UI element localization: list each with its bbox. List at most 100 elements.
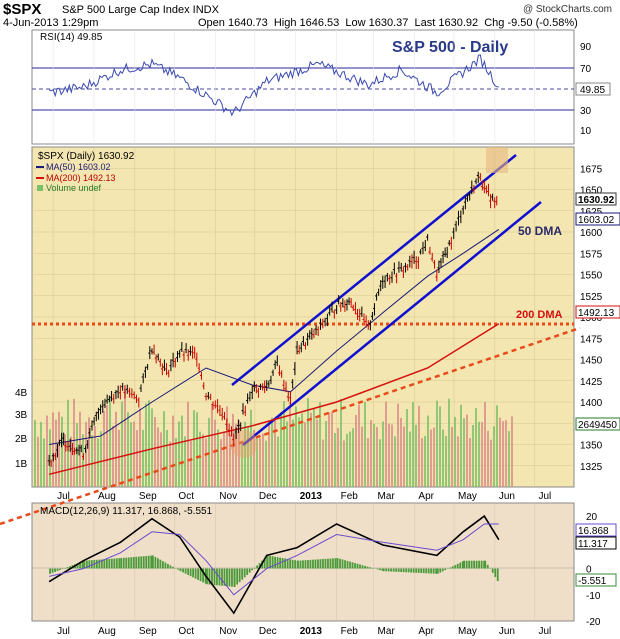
volume-bar [421,438,423,487]
volume-bar [403,426,405,487]
macd-histogram-bar [334,558,337,569]
month-label: Sep [139,491,157,502]
volume-bar [280,412,282,487]
volume-bar [301,413,303,487]
volume-bar [211,404,213,487]
macd-histogram-bar [184,568,187,574]
volume-bar [466,414,468,487]
macd-histogram-bar [324,558,327,569]
volume-bar [79,411,81,487]
volume-bar [112,425,114,487]
month-label: Mar [378,626,396,637]
macd-histogram-bar [417,568,420,573]
volume-bar [277,436,279,487]
macd-histogram-bar [356,563,359,569]
month-label: Jul [538,626,551,637]
macd-histogram-bar [349,561,351,569]
volume-bar [85,421,87,487]
macd-histogram-bar [164,562,167,569]
volume-bar [226,406,228,487]
macd-histogram-bar [162,561,164,569]
rsi-line [48,54,499,117]
macd-histogram-bar [76,563,79,569]
volume-bar [304,422,306,487]
macd-histogram-bar [108,558,111,569]
macd-histogram-bar [284,558,287,569]
volume-bar [214,419,216,487]
month-label: Feb [341,491,359,502]
volume-bar [160,432,162,487]
macd-histogram-bar [420,568,423,573]
volume-bar [292,419,294,487]
macd-histogram-bar [49,568,51,574]
macd-histogram-bar [258,563,261,569]
volume-bar [76,423,78,487]
price-legend-volume: Volume undef [46,183,102,193]
volume-bar [415,424,417,487]
macd-histogram-bar [103,559,106,569]
macd-histogram-bar [299,560,302,569]
volume-bar [424,435,426,487]
macd-histogram-bar [376,568,379,570]
macd-histogram-bar [427,568,430,574]
macd-histogram-bar [382,568,385,572]
volume-bar [241,441,243,487]
volume-bar [106,404,108,487]
volume-bar [484,402,486,487]
macd-histogram-bar [167,563,169,569]
macd-histogram-bar [132,557,135,569]
month-label: Nov [219,626,237,637]
volume-bar [181,415,183,487]
macd-histogram-bar [246,568,249,575]
volume-bar [259,438,261,487]
macd-histogram-bar [339,558,341,569]
volume-tick-label: 1B [15,459,28,470]
macd-histogram-bar [341,559,344,569]
macd-histogram-bar [484,560,487,569]
volume-bar [331,411,333,487]
chart-title: S&P 500 - Daily [392,39,508,56]
macd-histogram-bar [385,568,388,572]
macd-histogram-bar [302,560,304,569]
volume-bar [475,408,477,487]
price-tick-label: 1325 [580,462,603,473]
volume-bar [46,415,48,487]
top-highlight-box [486,147,508,173]
macd-histogram [49,555,499,587]
rsi-value-tag [575,82,611,96]
watermark: @ StockCharts.com [522,4,612,15]
macd-histogram-bar [256,565,259,569]
volume-bar [253,429,255,487]
volume-bar [319,402,321,487]
macd-histogram-bar [154,556,157,569]
volume-bar [493,426,495,487]
macd-histogram-bar [379,568,381,571]
volume-bar [505,420,507,487]
volume-bar [343,440,345,487]
volume-bar [52,412,54,487]
volume-bar [244,421,246,487]
month-label: Apr [418,626,434,637]
volume-bar [307,398,309,487]
macd-histogram-bar [336,558,339,569]
macd-histogram-bar [95,559,98,569]
macd-histogram-bar [241,568,244,580]
volume-bar [367,438,369,487]
rsi-tick: 90 [580,42,592,53]
price-x-axis: Jul Aug Sep Oct Nov Dec 2013 Feb Mar Apr May Jun Jul [57,491,551,502]
volume-bar [175,437,177,487]
index-name: S&P 500 Large Cap Index INDX [62,4,219,16]
volume-bar [511,416,513,487]
volume-bar [115,411,117,487]
volume-bar [370,420,372,487]
volume-bar [499,417,501,487]
price-tick-label: 1350 [580,441,603,452]
volume-bar [472,425,474,487]
volume-bar [235,423,237,487]
rsi-panel [31,29,575,145]
volume-bar [328,412,330,487]
symbol-label: $SPX [3,1,42,18]
volume-tick-label: 3B [15,410,28,421]
price-tick-label: 1675 [580,164,603,175]
macd-histogram-bar [494,568,497,577]
